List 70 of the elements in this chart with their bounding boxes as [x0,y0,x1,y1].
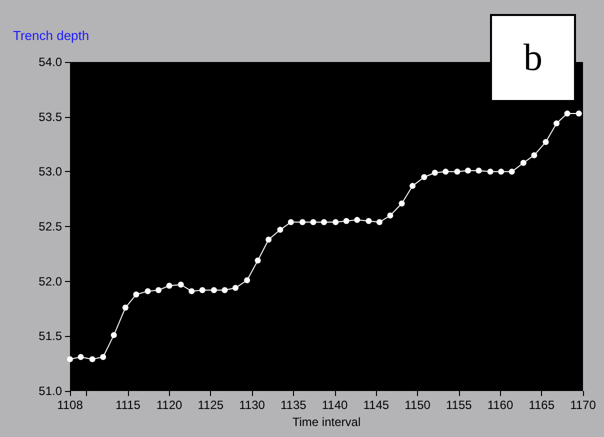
point [89,356,96,362]
x-tick-label: 1115 [115,398,141,412]
point [110,332,117,338]
x-tick-label: 1170 [570,398,596,412]
point [576,110,582,117]
point [442,168,449,175]
point [332,219,339,226]
point [476,168,482,174]
x-tick-label: 1130 [239,398,266,412]
point [421,174,428,180]
y-tick-label: 53.5 [38,110,62,124]
point [487,168,494,175]
point [542,139,549,146]
point [387,212,394,219]
point [464,168,471,174]
point [554,120,560,126]
point [498,168,504,175]
x-tick-label: 1108 [57,398,84,412]
point [122,304,128,311]
point [354,216,360,223]
point [144,288,151,294]
point [520,160,526,166]
chart-title: Trench depth [13,28,90,43]
x-tick-label: 1155 [446,398,472,412]
y-tick-label: 52.5 [38,220,62,234]
y-tick-label: 54.0 [38,55,62,69]
point [78,354,84,360]
x-axis-title: Time interval [292,414,361,429]
x-tick-label: 1150 [404,398,431,412]
x-tick-label: 1145 [363,398,390,412]
point [432,170,438,176]
y-tick-label: 52.0 [38,274,62,288]
point [210,287,217,294]
x-tick-label: 1125 [198,398,224,412]
point [254,258,261,264]
x-tick-label: 1160 [487,398,514,412]
point [199,287,206,294]
point [178,282,184,288]
point [244,277,250,284]
point [343,218,350,224]
x-tick-label: 1120 [156,398,183,412]
annotation: b [524,37,542,79]
point [232,284,238,291]
point [376,219,382,226]
x-tick-label: 1140 [322,398,348,412]
point [310,219,316,226]
point [133,291,140,298]
point [508,168,515,175]
point [222,287,228,294]
y-tick-label: 51.0 [38,384,62,398]
y-tick-label: 53.0 [38,164,62,179]
point [410,182,416,189]
point [166,282,172,289]
point [67,356,73,362]
point [564,110,570,117]
y-tick-label: 51.5 [38,329,62,344]
point [454,168,460,175]
point [188,288,195,294]
point [266,236,272,243]
x-tick-label: 1165 [528,398,555,412]
point [366,218,372,224]
point [531,152,538,158]
point [277,226,284,233]
point [398,200,405,206]
point [100,354,106,360]
x-tick-label: 1135 [280,398,307,412]
point [288,219,294,226]
point [321,219,328,226]
point [300,219,306,226]
point [156,287,162,294]
